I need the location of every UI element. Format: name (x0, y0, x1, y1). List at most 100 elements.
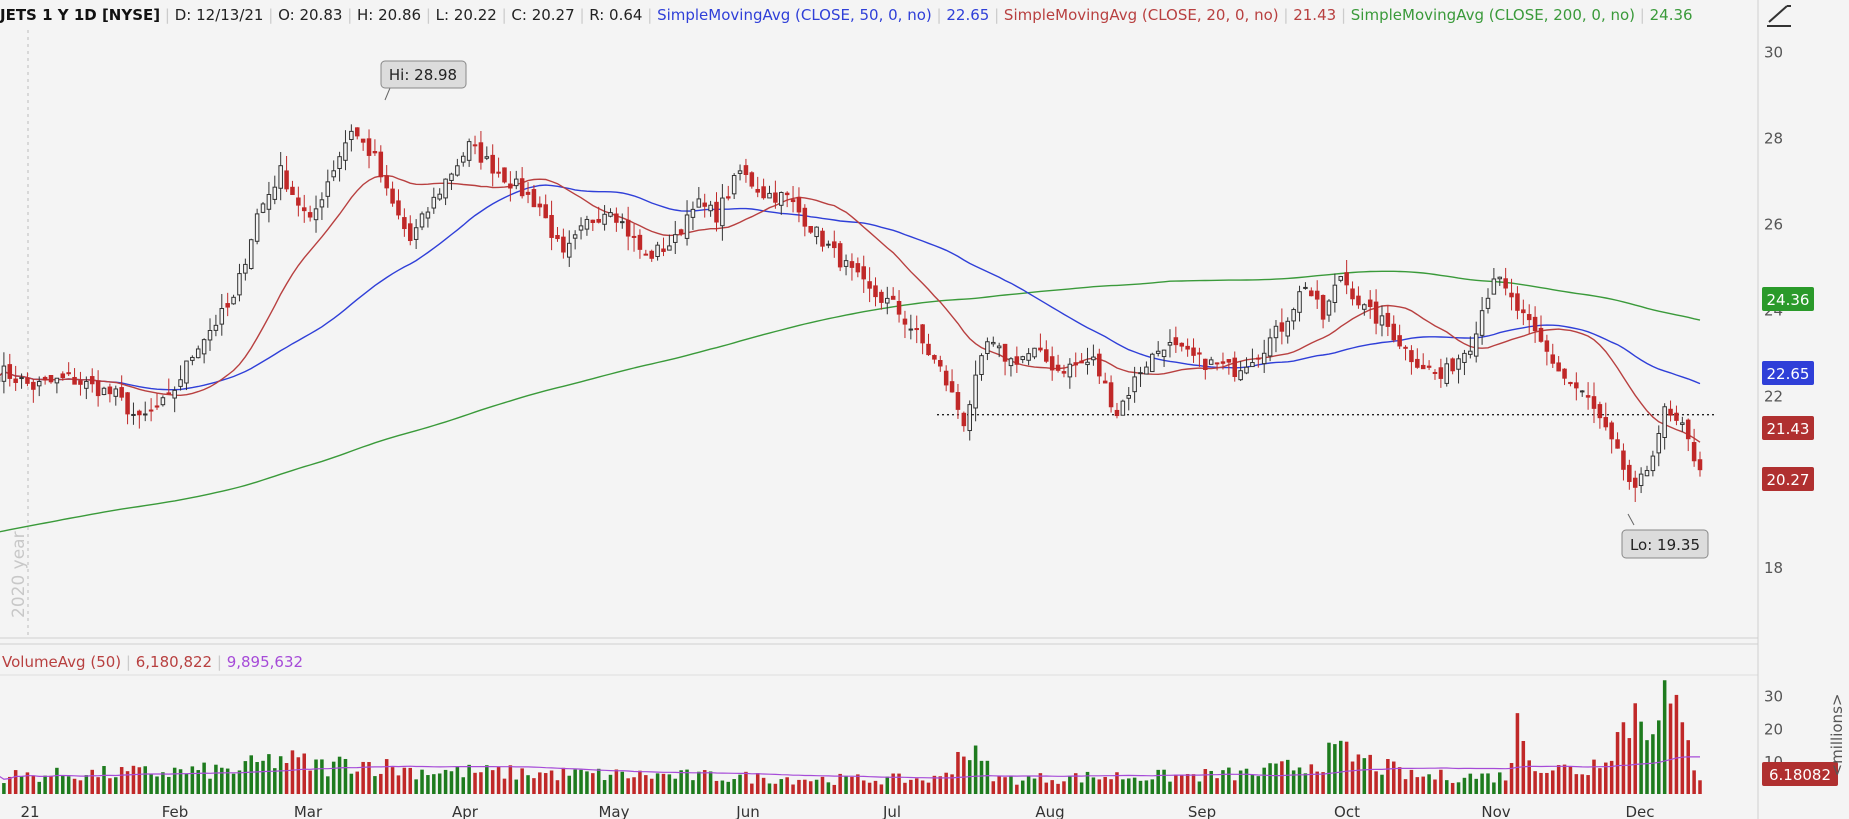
candle-body (614, 213, 619, 223)
candle-body (1562, 368, 1567, 379)
candle-up (1656, 425, 1662, 467)
candle-down (949, 369, 955, 393)
volume-bar (284, 763, 289, 794)
candle-down (1685, 418, 1691, 452)
candle-body (207, 329, 213, 341)
candle-up (1126, 387, 1132, 411)
time-tick-label: May (598, 803, 629, 819)
volume-bar (373, 776, 377, 794)
volume-bar (184, 773, 189, 794)
candle-up (1244, 357, 1249, 375)
candle-down (702, 193, 707, 218)
candle-body (1161, 349, 1167, 358)
candle-body (1344, 272, 1349, 286)
candle-body (1049, 356, 1055, 371)
volume-bar (1315, 771, 1319, 794)
volume-bar (543, 773, 548, 794)
candle-body (684, 214, 690, 239)
candle-down (1609, 420, 1614, 454)
volume-bar (1280, 761, 1284, 794)
candle-body (920, 324, 925, 344)
volume-bar (1604, 762, 1608, 794)
volume-bars (2, 680, 1702, 794)
candle-down (1556, 356, 1561, 372)
volume-bar (1615, 732, 1620, 794)
volume-bar (526, 775, 530, 794)
candle-up (1497, 276, 1503, 286)
volume-bar (1032, 778, 1037, 794)
volume-bar (343, 758, 348, 794)
candle-body (973, 374, 978, 409)
drawing-tool-icon[interactable] (1762, 2, 1798, 30)
candle-down (490, 144, 495, 187)
candle-body (1203, 358, 1208, 371)
candle-up (1032, 347, 1037, 360)
candle-body (655, 244, 660, 258)
candle-down (384, 165, 389, 196)
candle-body (237, 273, 242, 296)
candle-down (537, 196, 543, 217)
sma50-badge-text: 22.65 (1767, 365, 1810, 383)
candle-body (319, 199, 325, 208)
candle-down (1385, 305, 1391, 337)
candle-body (790, 199, 796, 203)
volume-bar (644, 775, 648, 794)
volume-bar (755, 773, 760, 794)
candle-up (337, 151, 342, 182)
candle-up (1479, 297, 1485, 345)
candle-body (1668, 408, 1673, 416)
candle-up (425, 207, 431, 228)
candle-up (243, 258, 248, 281)
candle-up (325, 169, 331, 208)
candle-down (773, 180, 778, 209)
candle-body (584, 218, 590, 230)
volume-bar (1327, 742, 1331, 794)
candle-down (95, 370, 101, 407)
volume-bar (1486, 773, 1490, 794)
volume-bar (125, 771, 130, 794)
candle-body (926, 343, 931, 356)
candle-up (113, 385, 119, 406)
volume-avg-label: VolumeAvg (50) (2, 653, 121, 671)
candle-up (1091, 344, 1096, 366)
candle-body (172, 389, 177, 399)
candle-body (72, 376, 77, 385)
candle-down (1550, 343, 1556, 368)
candle-down (1038, 333, 1043, 353)
candle-down (1314, 280, 1320, 309)
volume-bar (461, 777, 466, 794)
volume-bar (1668, 703, 1673, 794)
candle-down (301, 194, 307, 223)
candle-up (1444, 357, 1450, 387)
candle-body (914, 328, 919, 331)
candle-body (1579, 390, 1585, 393)
volume-bar (443, 769, 448, 794)
candle-body (1444, 363, 1450, 384)
candle-body (549, 214, 554, 238)
candle-body (814, 226, 819, 238)
candle-up (190, 355, 195, 366)
candle-body (1067, 363, 1073, 378)
date-label: D: 12/13/21 (175, 6, 264, 24)
candle-up (1303, 282, 1308, 290)
candle-up (1332, 273, 1338, 313)
candle-down (1532, 306, 1538, 343)
volume-bar (1050, 780, 1054, 794)
candle-body (1674, 412, 1679, 421)
volume-bar (473, 772, 477, 794)
candle-body (1473, 333, 1479, 357)
volume-axis: 102030 (1764, 688, 1783, 772)
candle-up (1208, 356, 1214, 365)
candle-body (137, 410, 142, 416)
candle-body (1114, 409, 1120, 417)
candle-body (437, 193, 442, 200)
candle-body (313, 208, 319, 221)
volume-bar (909, 779, 913, 794)
volume-bar (1439, 769, 1443, 794)
candle-down (1108, 375, 1114, 413)
candle-body (384, 175, 389, 189)
volume-bar (1262, 767, 1266, 794)
volume-bar (1091, 777, 1096, 794)
candle-down (890, 287, 896, 300)
volume-bar (502, 778, 507, 794)
